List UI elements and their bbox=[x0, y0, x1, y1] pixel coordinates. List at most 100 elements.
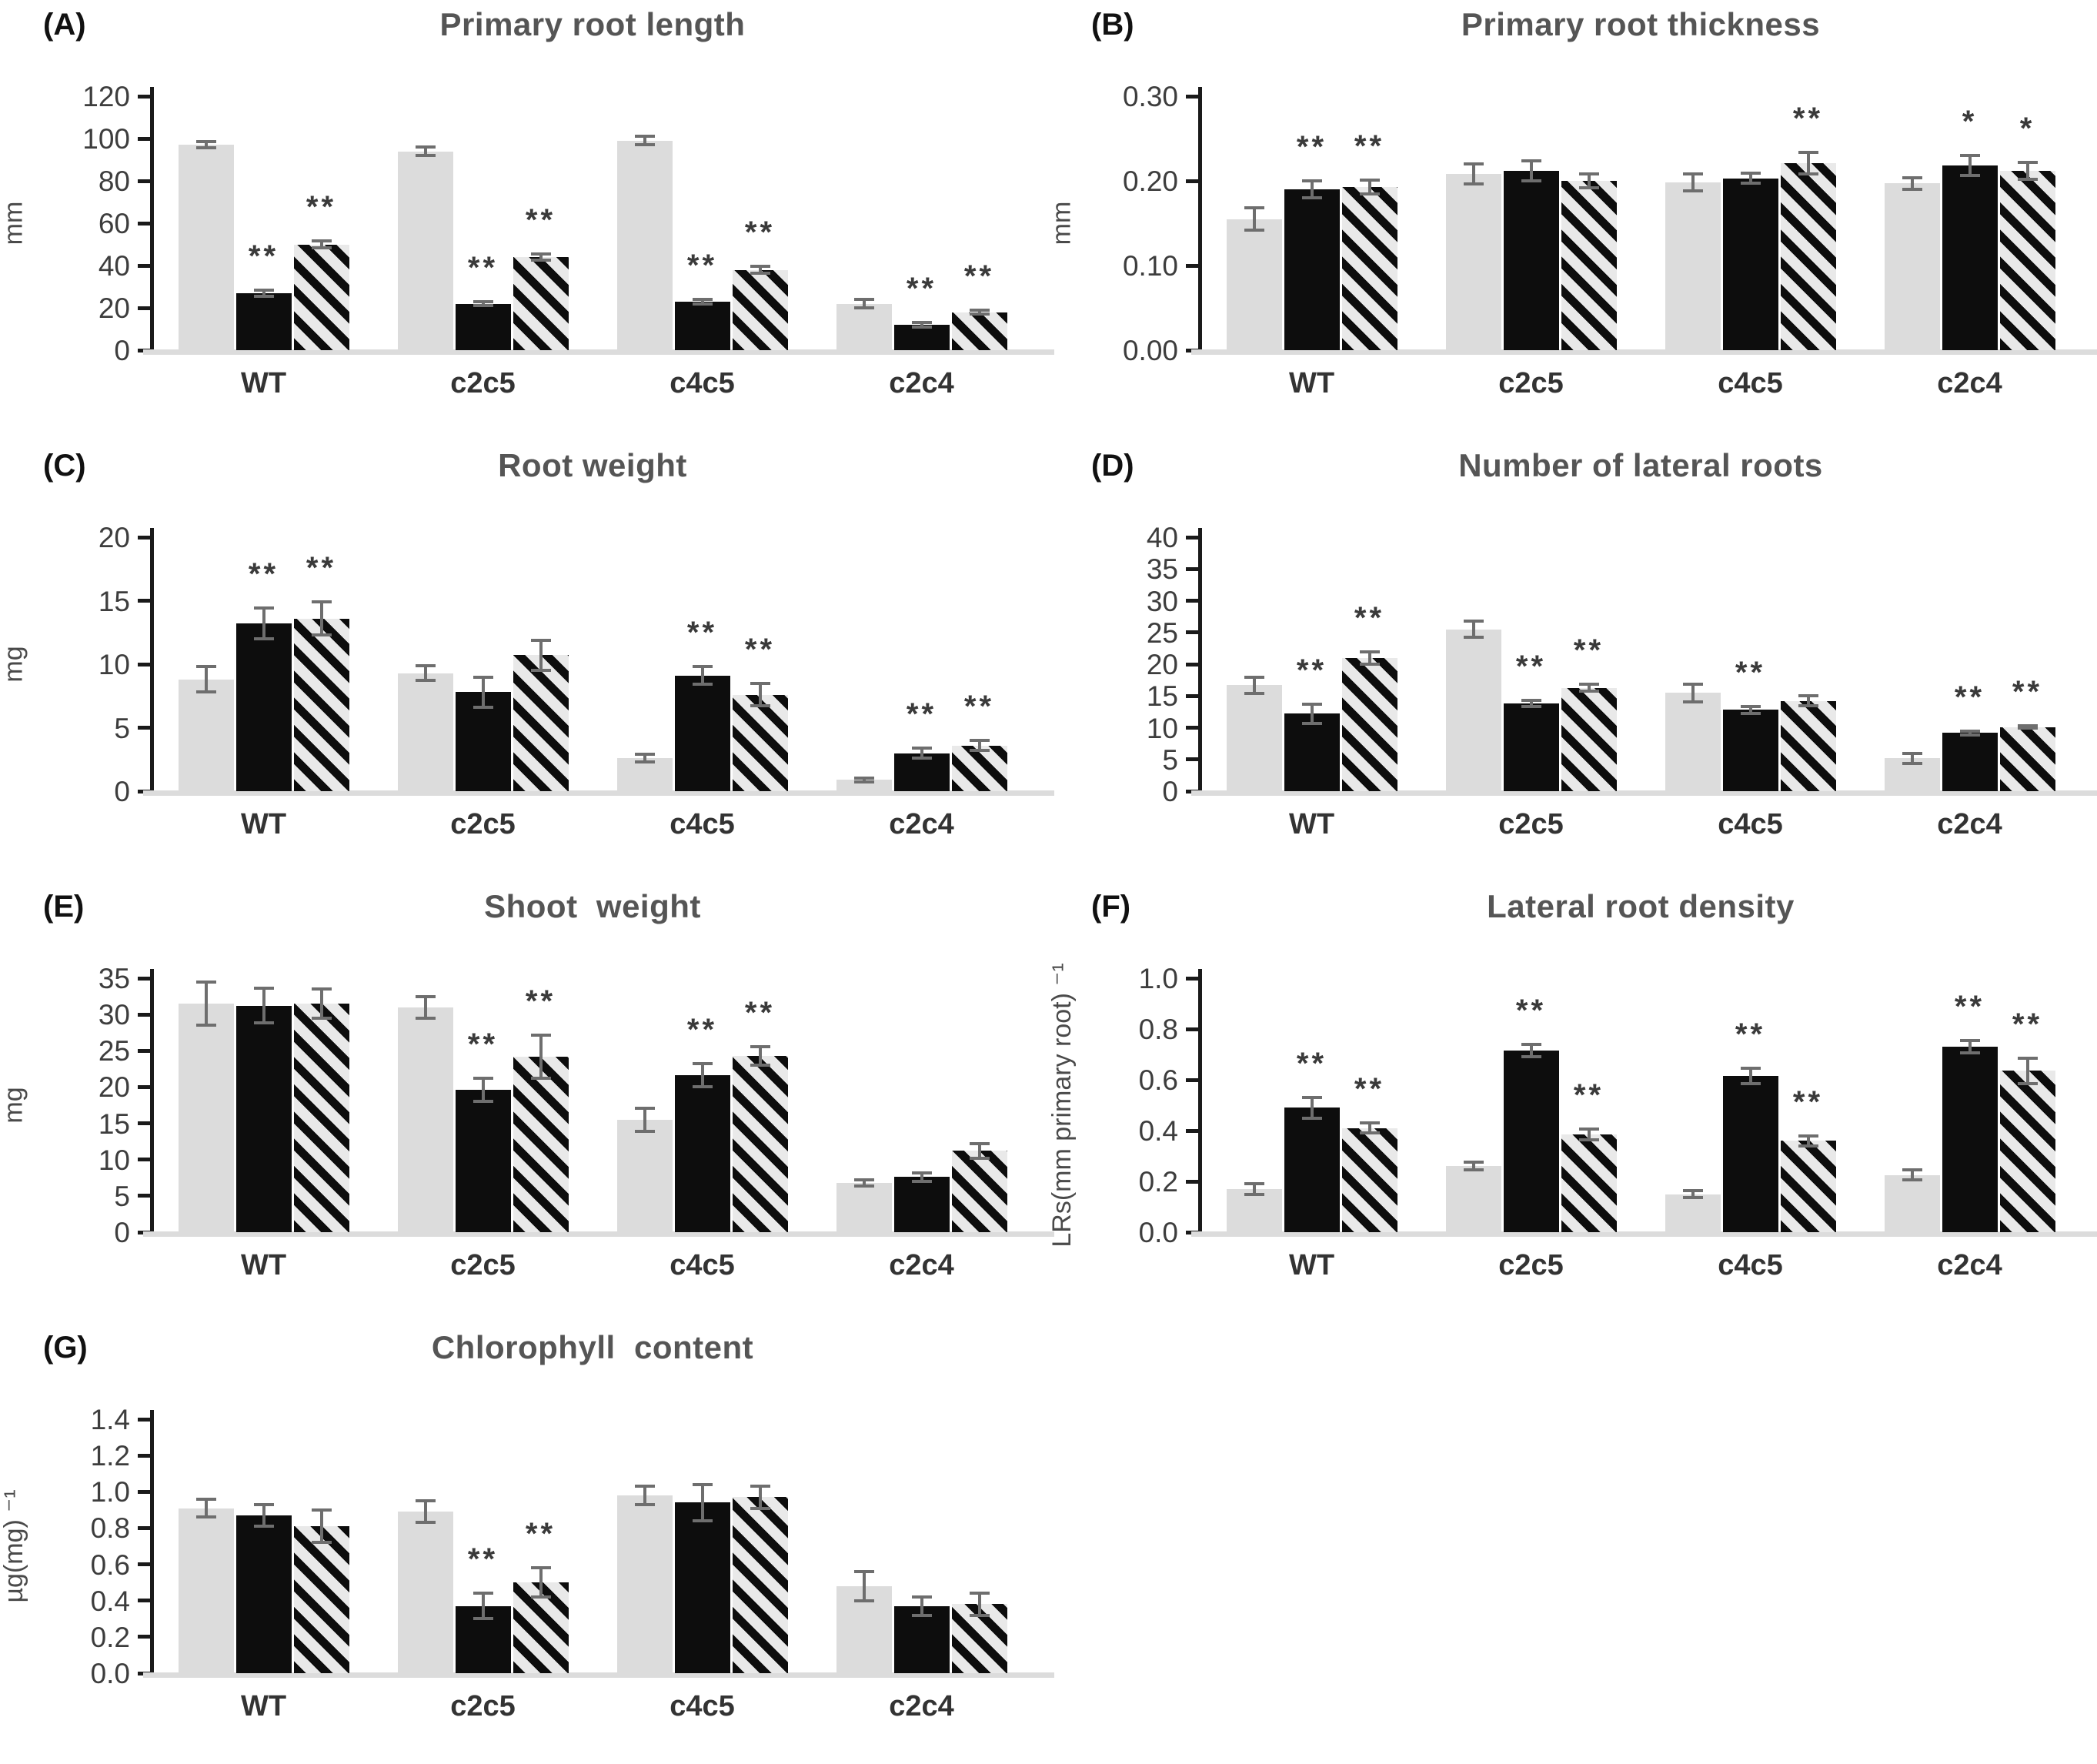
x-category-label: c4c5 bbox=[1718, 367, 1783, 399]
error-bar-cap-top bbox=[195, 140, 216, 144]
significance-marker: ** bbox=[467, 1542, 499, 1577]
y-tick-label: 0 bbox=[114, 776, 130, 807]
x-baseline bbox=[1191, 349, 2097, 355]
error-bar bbox=[204, 1498, 208, 1518]
y-tick-label: 5 bbox=[1162, 743, 1178, 776]
y-tick bbox=[138, 179, 150, 183]
significance-marker: ** bbox=[306, 551, 337, 586]
error-bar-cap-top bbox=[750, 681, 770, 685]
error-bar-cap-top bbox=[750, 1485, 770, 1488]
y-tick-label: 40 bbox=[1146, 522, 1178, 553]
error-bar-cap-bottom bbox=[1959, 733, 1980, 737]
error-bar-cap-bottom bbox=[1244, 1192, 1264, 1196]
error-bar bbox=[862, 1180, 866, 1186]
y-tick-label: 0.00 bbox=[1122, 335, 1178, 366]
error-bar-cap-bottom bbox=[969, 749, 990, 753]
y-tick bbox=[1186, 726, 1198, 730]
y-axis bbox=[1198, 969, 1202, 1232]
hatched-bar bbox=[732, 269, 788, 350]
y-tick bbox=[138, 1121, 150, 1126]
significance-marker: ** bbox=[248, 239, 279, 273]
error-bar-cap-bottom bbox=[853, 780, 874, 783]
error-bar-cap-top bbox=[1359, 1121, 1380, 1125]
y-tick-label: 0 bbox=[114, 335, 130, 366]
y-tick-label: 35 bbox=[98, 963, 130, 994]
error-bar-cap-top bbox=[1463, 1161, 1484, 1164]
error-bar bbox=[1471, 164, 1475, 185]
hatched-bar bbox=[1341, 186, 1397, 350]
error-bar-cap-top bbox=[311, 239, 332, 243]
error-bar-cap-bottom bbox=[1359, 192, 1380, 195]
error-bar bbox=[1748, 1068, 1752, 1084]
significance-marker: ** bbox=[686, 616, 718, 650]
y-tick bbox=[138, 221, 150, 226]
error-bar-cap-bottom bbox=[530, 1595, 551, 1599]
y-tick bbox=[1186, 263, 1198, 268]
significance-marker: ** bbox=[906, 697, 937, 731]
black-bar bbox=[235, 1515, 292, 1673]
error-bar-cap-top bbox=[1301, 1096, 1322, 1100]
error-bar-cap-bottom bbox=[1578, 185, 1599, 189]
panel-title: Chlorophyll content bbox=[431, 1329, 754, 1365]
error-bar-cap-bottom bbox=[692, 1519, 713, 1522]
error-bar-cap-bottom bbox=[750, 271, 770, 275]
error-bar-cap-bottom bbox=[415, 1016, 436, 1020]
x-baseline bbox=[143, 349, 1054, 355]
y-tick bbox=[1186, 1027, 1198, 1031]
hatched-bar bbox=[293, 1526, 349, 1673]
error-bar bbox=[539, 1568, 543, 1597]
error-bar bbox=[319, 989, 323, 1018]
error-bar-cap-top bbox=[1301, 179, 1322, 182]
error-bar-cap-bottom bbox=[472, 1100, 493, 1104]
gray-bar bbox=[1445, 1166, 1501, 1232]
error-bar-cap-top bbox=[415, 994, 436, 998]
error-bar bbox=[1471, 1162, 1475, 1171]
black-bar bbox=[1722, 178, 1778, 350]
black-bar bbox=[1942, 165, 1998, 350]
error-bar-cap-bottom bbox=[1521, 705, 1541, 709]
y-axis bbox=[150, 969, 154, 1232]
y-axis-label: LRs(mm primary root) ⁻¹ bbox=[1047, 963, 1077, 1248]
error-bar-cap-bottom bbox=[195, 1024, 216, 1027]
y-tick-label: 80 bbox=[98, 165, 130, 197]
significance-marker: ** bbox=[525, 984, 556, 1018]
significance-marker: ** bbox=[1354, 1072, 1385, 1107]
error-bar bbox=[758, 266, 762, 273]
x-category-label: c4c5 bbox=[1718, 1249, 1783, 1281]
error-bar bbox=[1471, 620, 1475, 638]
error-bar-cap-top bbox=[1359, 650, 1380, 653]
y-tick-label: 35 bbox=[1146, 553, 1178, 586]
black-bar bbox=[1942, 733, 1998, 791]
significance-marker: ** bbox=[1792, 1084, 1824, 1119]
significance-marker: ** bbox=[1515, 650, 1547, 684]
y-tick-label: 0.4 bbox=[90, 1585, 130, 1617]
gray-bar bbox=[397, 151, 453, 350]
y-tick-label: 0.30 bbox=[1122, 81, 1178, 112]
error-bar-cap-bottom bbox=[969, 1613, 990, 1617]
significance-marker: ** bbox=[248, 557, 279, 592]
error-bar-cap-bottom bbox=[253, 637, 274, 640]
black-bar bbox=[1722, 1076, 1778, 1232]
error-bar-cap-top bbox=[1682, 682, 1703, 686]
significance-marker: ** bbox=[1354, 600, 1385, 635]
significance-marker: * bbox=[1962, 105, 1978, 139]
error-bar-cap-top bbox=[1244, 1182, 1264, 1186]
hatched-bar bbox=[1561, 1134, 1617, 1232]
error-bar bbox=[920, 322, 923, 327]
error-bar bbox=[1968, 155, 1972, 176]
black-bar bbox=[1284, 713, 1340, 791]
hatched-bar bbox=[1780, 162, 1836, 350]
y-tick-label: 40 bbox=[98, 250, 130, 282]
error-bar-cap-bottom bbox=[311, 1016, 332, 1020]
y-tick bbox=[138, 1635, 150, 1639]
gray-bar bbox=[178, 679, 234, 791]
error-bar bbox=[481, 1593, 485, 1619]
y-tick bbox=[1186, 1077, 1198, 1082]
error-bar bbox=[862, 299, 866, 308]
y-tick-label: 20 bbox=[98, 522, 130, 553]
panel-B: (B) Primary root thickness 0.00 0.10 0.20 0.3… bbox=[1047, 0, 2097, 441]
hatched-bar bbox=[951, 745, 1007, 791]
error-bar bbox=[643, 1486, 646, 1505]
hatched-bar bbox=[951, 1151, 1007, 1232]
error-bar-cap-top bbox=[1798, 150, 1818, 154]
